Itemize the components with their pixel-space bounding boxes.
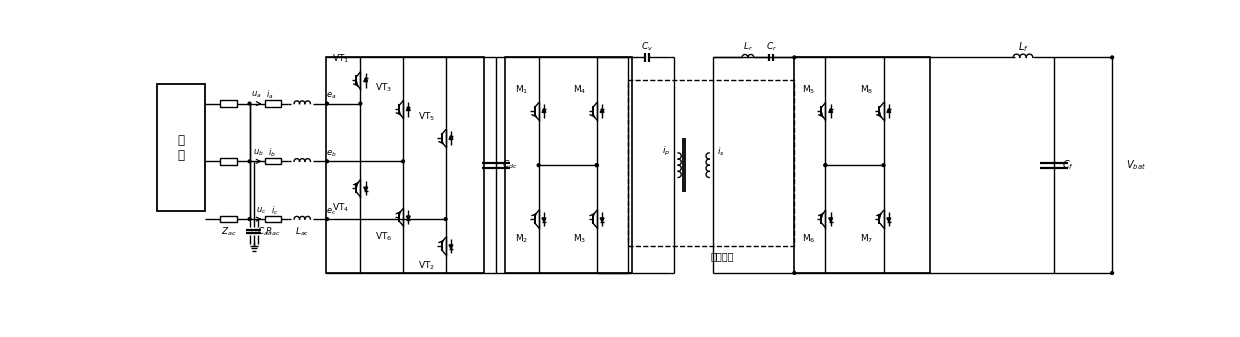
Polygon shape <box>887 218 890 222</box>
Polygon shape <box>600 218 604 222</box>
Text: VT$_6$: VT$_6$ <box>374 230 392 243</box>
Text: $C_{dc}$: $C_{dc}$ <box>502 159 518 172</box>
Circle shape <box>794 56 796 59</box>
Text: $i_p$: $i_p$ <box>662 145 671 158</box>
Text: $C_f$: $C_f$ <box>1061 158 1074 172</box>
Text: $i_b$: $i_b$ <box>268 147 277 159</box>
Bar <box>221 100 237 107</box>
Text: $i_s$: $i_s$ <box>717 145 724 158</box>
Circle shape <box>248 218 250 220</box>
Polygon shape <box>363 187 367 191</box>
Text: $Z_{ac}$: $Z_{ac}$ <box>221 226 237 238</box>
Bar <box>265 216 280 222</box>
Bar <box>221 216 237 222</box>
Circle shape <box>823 164 827 166</box>
Polygon shape <box>449 135 453 140</box>
Text: M$_5$: M$_5$ <box>801 84 815 96</box>
Text: $C_v$: $C_v$ <box>641 40 653 53</box>
Text: M$_7$: M$_7$ <box>859 232 873 245</box>
Circle shape <box>882 164 885 166</box>
Circle shape <box>326 160 329 163</box>
Text: M$_4$: M$_4$ <box>573 84 587 96</box>
Polygon shape <box>363 78 367 82</box>
Text: $u_c$: $u_c$ <box>255 205 267 216</box>
Bar <box>627 81 795 246</box>
Polygon shape <box>407 106 410 111</box>
Circle shape <box>444 218 446 220</box>
Circle shape <box>823 164 827 166</box>
Polygon shape <box>600 109 604 113</box>
Bar <box>157 84 206 211</box>
Text: $u_a$: $u_a$ <box>252 90 262 100</box>
Bar <box>265 100 280 107</box>
Text: $L_{ac}$: $L_{ac}$ <box>295 226 310 238</box>
Circle shape <box>1111 272 1114 274</box>
Circle shape <box>248 160 250 163</box>
Circle shape <box>248 102 250 105</box>
Polygon shape <box>449 245 453 249</box>
Text: $L_f$: $L_f$ <box>1018 40 1028 54</box>
Text: VT$_5$: VT$_5$ <box>418 111 435 123</box>
Text: M$_2$: M$_2$ <box>515 232 528 245</box>
Text: VT$_2$: VT$_2$ <box>418 259 435 272</box>
Text: $e_b$: $e_b$ <box>326 148 336 159</box>
Bar <box>795 57 930 273</box>
Text: $C_r$: $C_r$ <box>765 40 776 53</box>
Circle shape <box>595 164 598 166</box>
Text: M$_8$: M$_8$ <box>859 84 873 96</box>
Circle shape <box>595 164 598 166</box>
Text: VT$_1$: VT$_1$ <box>332 53 350 65</box>
Circle shape <box>537 164 541 166</box>
Text: $V_{bat}$: $V_{bat}$ <box>1126 158 1146 172</box>
Bar <box>506 57 631 273</box>
Bar <box>325 57 485 273</box>
Circle shape <box>402 160 404 163</box>
Polygon shape <box>828 218 832 222</box>
Circle shape <box>326 102 329 105</box>
Circle shape <box>360 102 362 105</box>
Polygon shape <box>407 216 410 220</box>
Bar <box>221 158 237 164</box>
Polygon shape <box>887 109 890 113</box>
Polygon shape <box>542 218 546 222</box>
Text: $R_{ac}$: $R_{ac}$ <box>265 226 280 238</box>
Text: $e_c$: $e_c$ <box>326 206 336 217</box>
Text: $i_a$: $i_a$ <box>265 89 274 101</box>
Text: VT$_4$: VT$_4$ <box>332 201 350 214</box>
Polygon shape <box>542 109 546 113</box>
Bar <box>265 158 280 164</box>
Text: $e_a$: $e_a$ <box>326 91 336 101</box>
Text: M$_3$: M$_3$ <box>573 232 587 245</box>
Text: 谐振模块: 谐振模块 <box>711 251 734 261</box>
Text: $C_{ac}$: $C_{ac}$ <box>257 225 273 238</box>
Text: $u_b$: $u_b$ <box>253 148 264 158</box>
Circle shape <box>794 272 796 274</box>
Text: M$_6$: M$_6$ <box>801 232 815 245</box>
Text: 电
网: 电 网 <box>177 134 185 162</box>
Text: $L_r$: $L_r$ <box>743 40 753 53</box>
Text: VT$_3$: VT$_3$ <box>374 82 392 94</box>
Circle shape <box>326 218 329 220</box>
Text: $i_c$: $i_c$ <box>270 204 278 217</box>
Text: M$_1$: M$_1$ <box>515 84 528 96</box>
Polygon shape <box>828 109 832 113</box>
Circle shape <box>1111 56 1114 59</box>
